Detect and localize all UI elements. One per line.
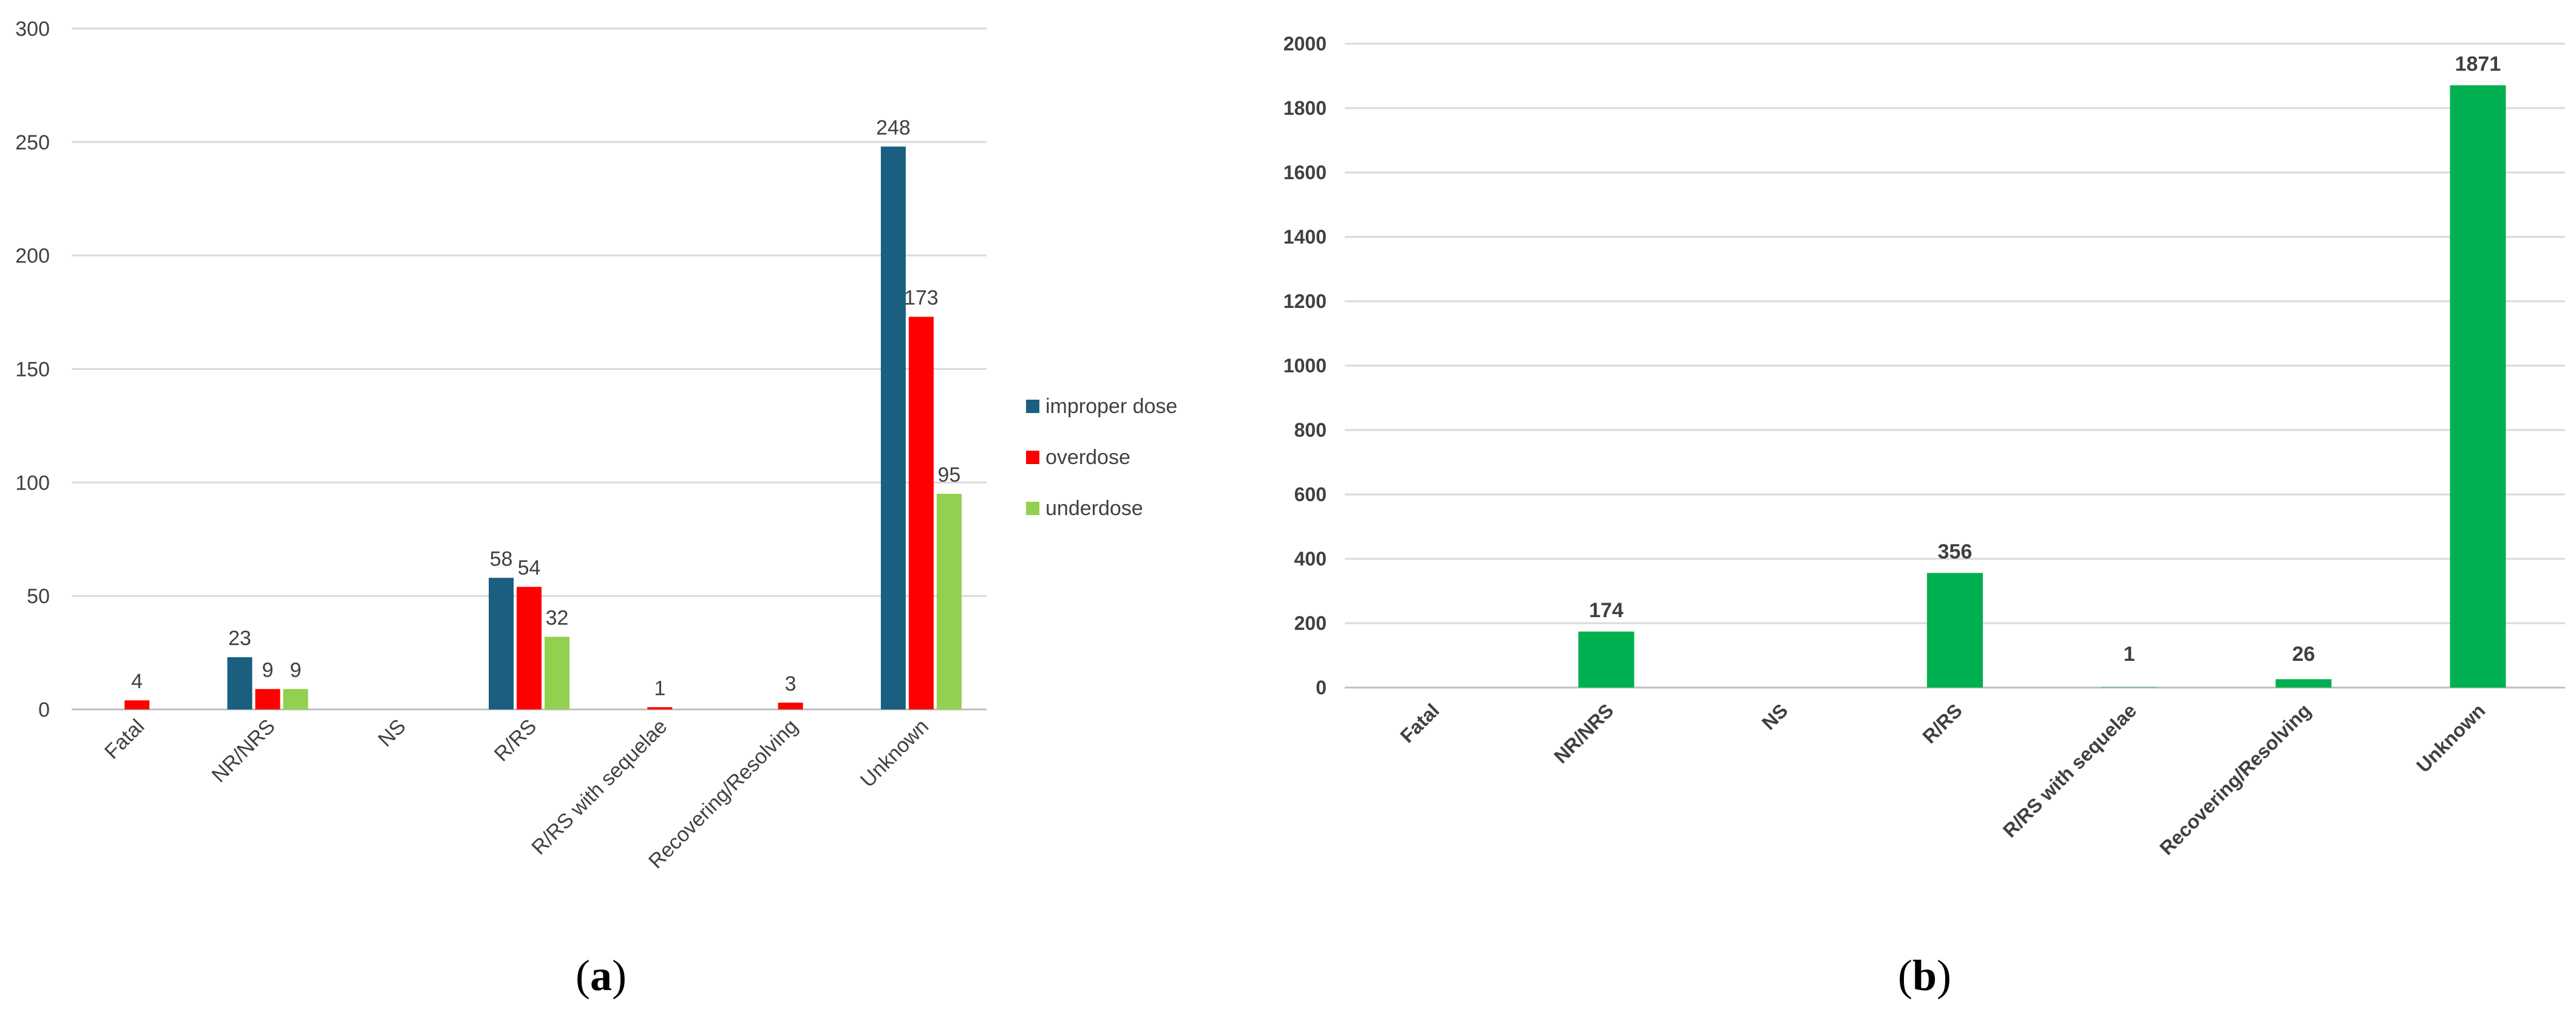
y-tick-label-b: 1800 <box>1283 97 1327 119</box>
y-tick-label-b: 800 <box>1294 419 1327 441</box>
bar-overdose-r-rs-with-sequelae <box>647 707 673 709</box>
y-tick-label-a: 150 <box>15 358 50 381</box>
data-label-underdose-r-rs: 32 <box>546 606 569 629</box>
data-label-overdose-r-rs: 54 <box>518 556 541 579</box>
data-label-r-rs: 356 <box>1938 540 1973 563</box>
y-tick-label-b: 1600 <box>1283 162 1327 183</box>
data-label-overdose-r-rs-with-sequelae: 1 <box>654 677 665 700</box>
y-tick-label-b: 2000 <box>1283 33 1327 55</box>
bar-overdose-nr-nrs <box>255 689 280 709</box>
data-label-improper-dose-r-rs: 58 <box>490 547 513 570</box>
bar-overdose-fatal <box>124 700 150 709</box>
panel-label-a: (a) <box>576 951 627 1000</box>
bar-improper-dose-unknown <box>880 146 906 710</box>
y-tick-label-b: 200 <box>1294 612 1327 634</box>
data-label-recovering-resolving: 26 <box>2292 643 2315 666</box>
y-tick-label-b: 1400 <box>1283 226 1327 248</box>
bar-unknown <box>2450 85 2506 688</box>
bar-improper-dose-nr-nrs <box>227 657 253 709</box>
legend-label-improper-dose: improper dose <box>1045 395 1177 418</box>
data-label-improper-dose-nr-nrs: 23 <box>228 627 251 650</box>
x-tick-label-b-r-rs: R/RS <box>1918 699 1966 748</box>
legend-label-overdose: overdose <box>1045 446 1130 469</box>
y-tick-label-a: 200 <box>15 245 50 268</box>
x-tick-label-b-nr-nrs: NR/NRS <box>1549 699 1617 767</box>
y-tick-label-b: 600 <box>1294 483 1327 505</box>
data-label-underdose-unknown: 95 <box>937 463 960 487</box>
legend-swatch-overdose <box>1026 451 1039 464</box>
bar-underdose-unknown <box>936 494 962 709</box>
data-label-underdose-nr-nrs: 9 <box>290 658 301 682</box>
y-tick-label-b: 1000 <box>1283 355 1327 377</box>
y-tick-label-a: 0 <box>38 699 50 722</box>
data-label-unknown: 1871 <box>2455 52 2501 75</box>
y-tick-label-b: 1200 <box>1283 290 1327 312</box>
bar-overdose-unknown <box>908 316 934 709</box>
y-tick-label-b: 400 <box>1294 548 1327 570</box>
panel-label-b: (b) <box>1898 951 1951 1000</box>
bar-underdose-nr-nrs <box>283 689 308 709</box>
data-label-nr-nrs: 174 <box>1589 599 1623 622</box>
data-label-overdose-fatal: 4 <box>131 670 143 693</box>
x-tick-label-b-fatal: Fatal <box>1396 699 1443 746</box>
bar-improper-dose-r-rs <box>489 578 514 709</box>
y-tick-label-a: 300 <box>15 18 50 41</box>
x-tick-label-b-r-rs-with-sequelae: R/RS with sequelae <box>1999 699 2141 841</box>
data-label-overdose-unknown: 173 <box>904 287 939 310</box>
y-tick-label-a: 50 <box>27 585 50 608</box>
bar-nr-nrs <box>1578 631 1634 688</box>
bar-overdose-recovering-resolving <box>778 702 803 709</box>
x-tick-label-b-ns: NS <box>1758 699 1792 734</box>
bar-overdose-r-rs <box>517 587 542 709</box>
data-label-improper-dose-unknown: 248 <box>876 116 911 139</box>
bar-r-rs-with-sequelae <box>2101 687 2158 688</box>
legend-swatch-underdose <box>1026 502 1039 515</box>
y-tick-label-a: 250 <box>15 131 50 154</box>
data-label-overdose-nr-nrs: 9 <box>262 658 273 682</box>
y-tick-label-a: 100 <box>15 471 50 494</box>
bar-recovering-resolving <box>2275 679 2332 688</box>
legend-swatch-improper-dose <box>1026 400 1039 413</box>
legend-label-underdose: underdose <box>1045 497 1143 520</box>
y-tick-label-b: 0 <box>1316 677 1327 699</box>
bar-r-rs <box>1927 573 1983 688</box>
x-tick-label-b-unknown: Unknown <box>2412 699 2489 776</box>
x-tick-label-b-recovering-resolving: Recovering/Resolving <box>2155 699 2315 859</box>
data-label-overdose-recovering-resolving: 3 <box>785 672 797 695</box>
bar-underdose-r-rs <box>545 637 569 709</box>
data-label-r-rs-with-sequelae: 1 <box>2124 643 2135 666</box>
